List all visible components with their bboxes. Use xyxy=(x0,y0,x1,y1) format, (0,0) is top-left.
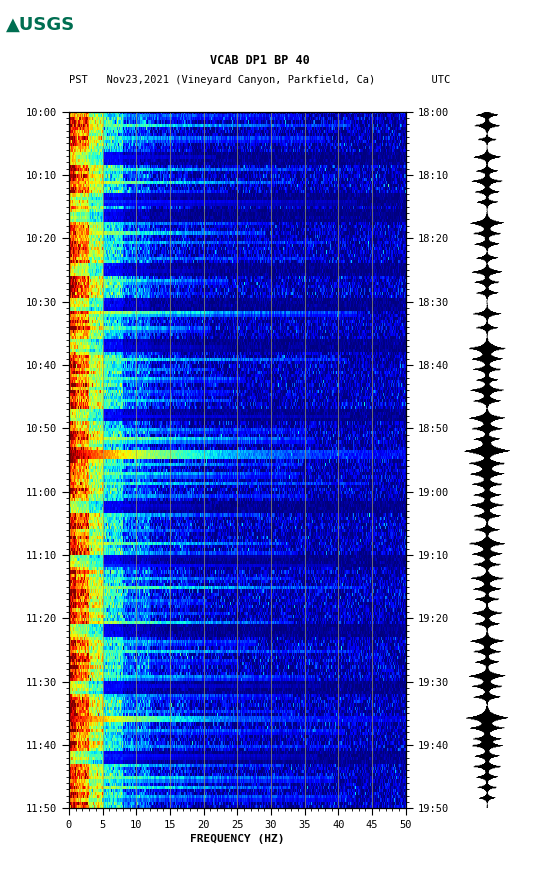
Text: PST   Nov23,2021 (Vineyard Canyon, Parkfield, Ca)         UTC: PST Nov23,2021 (Vineyard Canyon, Parkfie… xyxy=(69,75,450,86)
Text: VCAB DP1 BP 40: VCAB DP1 BP 40 xyxy=(210,54,309,67)
X-axis label: FREQUENCY (HZ): FREQUENCY (HZ) xyxy=(190,834,285,844)
Text: ▲USGS: ▲USGS xyxy=(6,15,75,34)
